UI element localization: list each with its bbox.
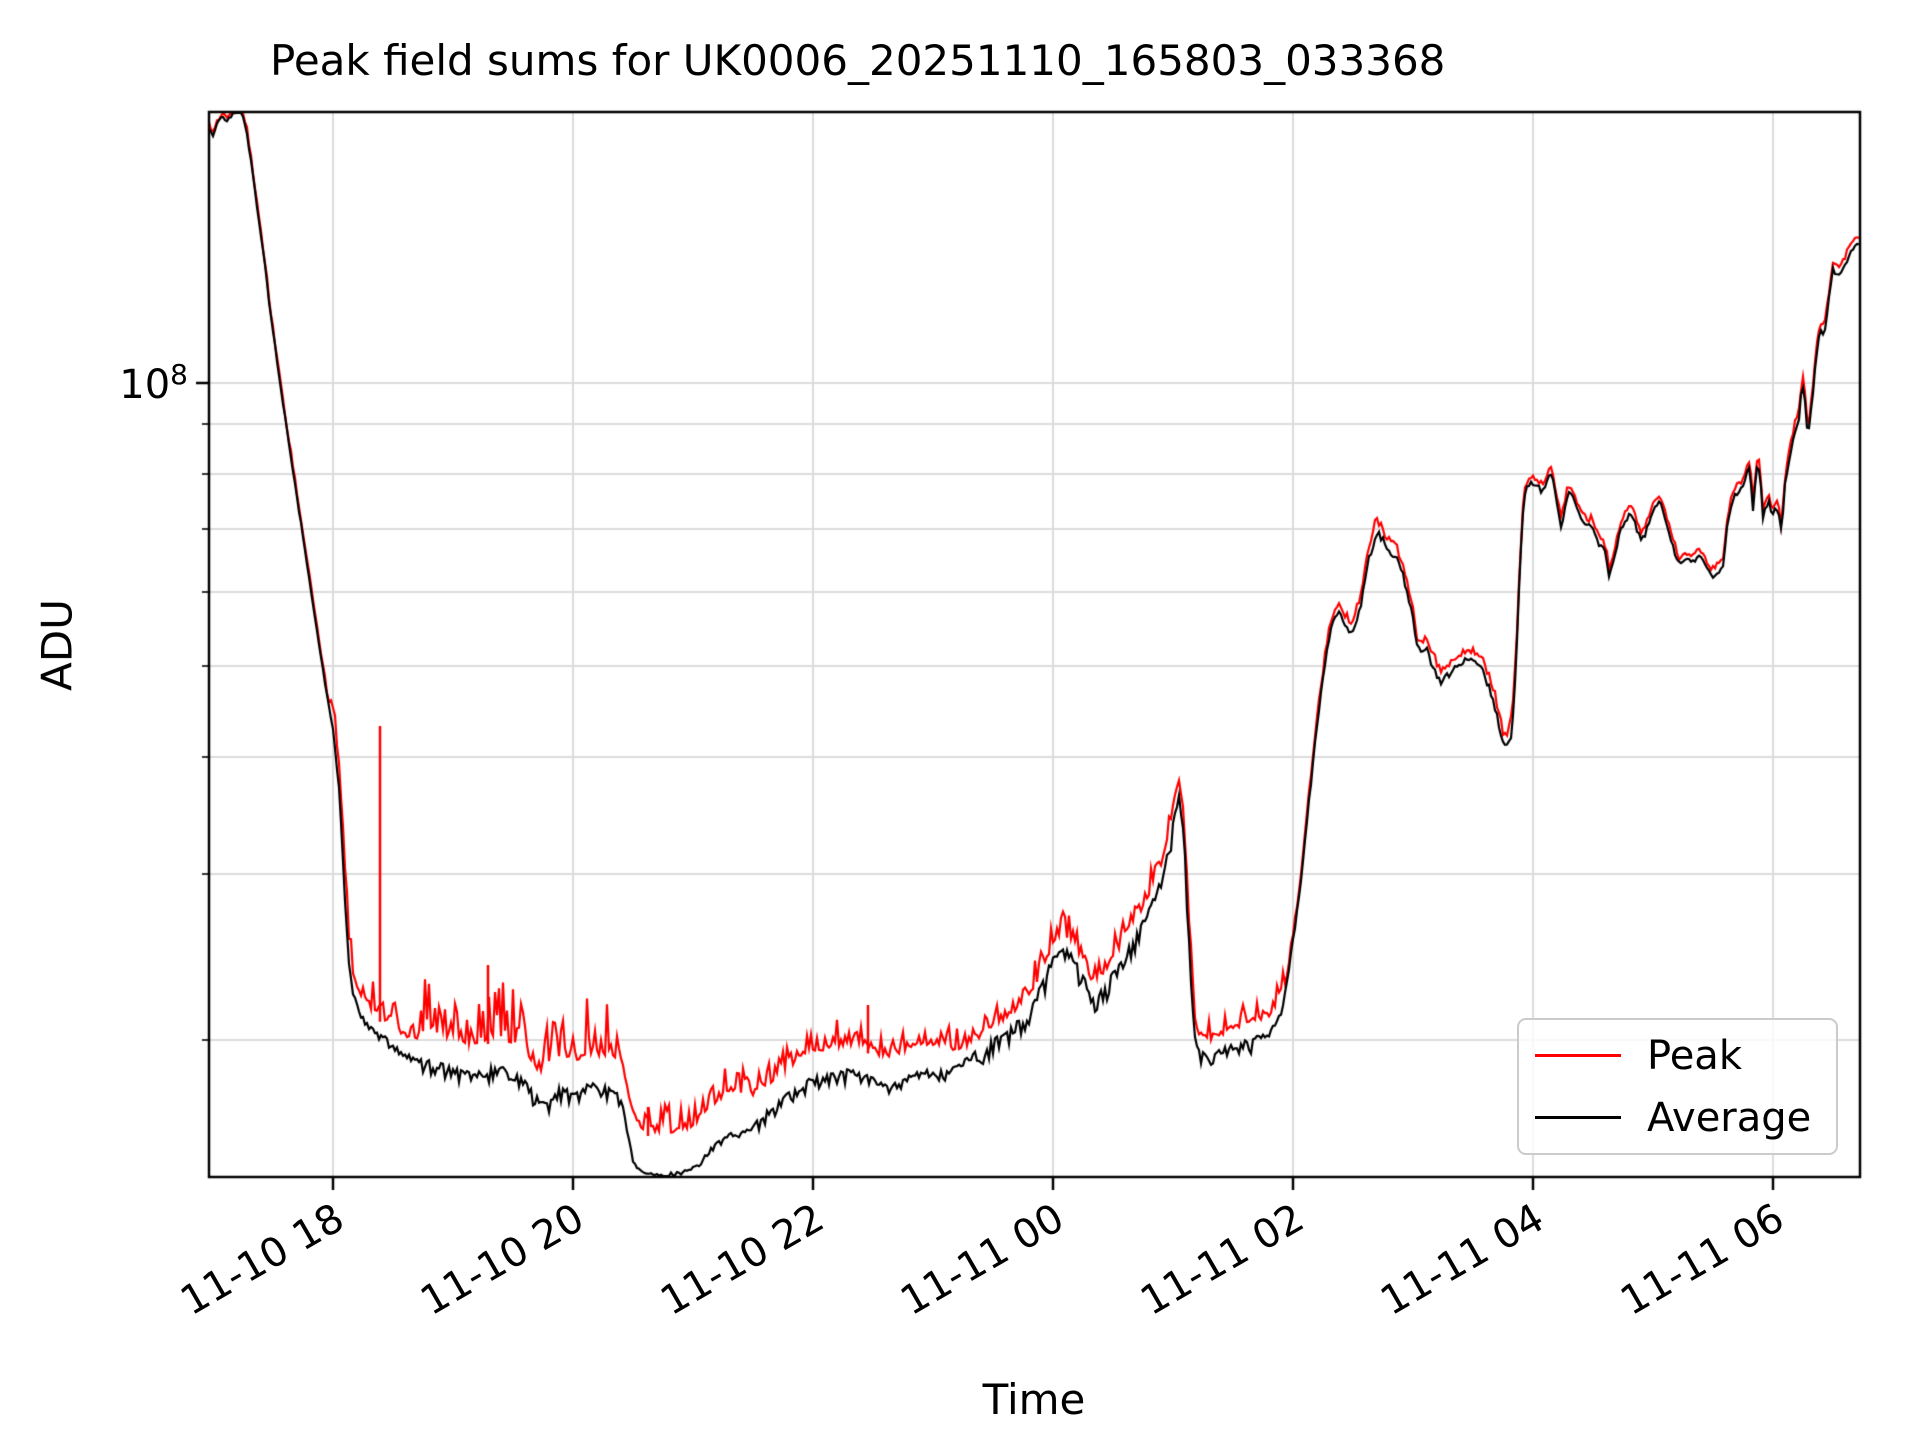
y-tick-base: 10 [119,362,171,409]
legend-line-sample [1535,1054,1621,1057]
legend-label: Average [1647,1094,1812,1141]
legend-entry: Average [1519,1087,1836,1149]
legend-line-sample [1535,1116,1621,1119]
y-tick-exponent: 8 [170,357,188,391]
legend: Peak Average [1517,1018,1838,1155]
y-axis-label: ADU [32,599,82,691]
x-tick-label: 11-11 06 [1433,1189,1792,1325]
legend-label: Peak [1647,1032,1742,1079]
chart-title: Peak field sums for UK0006_20251110_1658… [270,36,1446,85]
y-tick-label: 108 [119,358,188,408]
legend-entry: Peak [1519,1025,1836,1087]
x-axis-label: Time [982,1375,1086,1424]
